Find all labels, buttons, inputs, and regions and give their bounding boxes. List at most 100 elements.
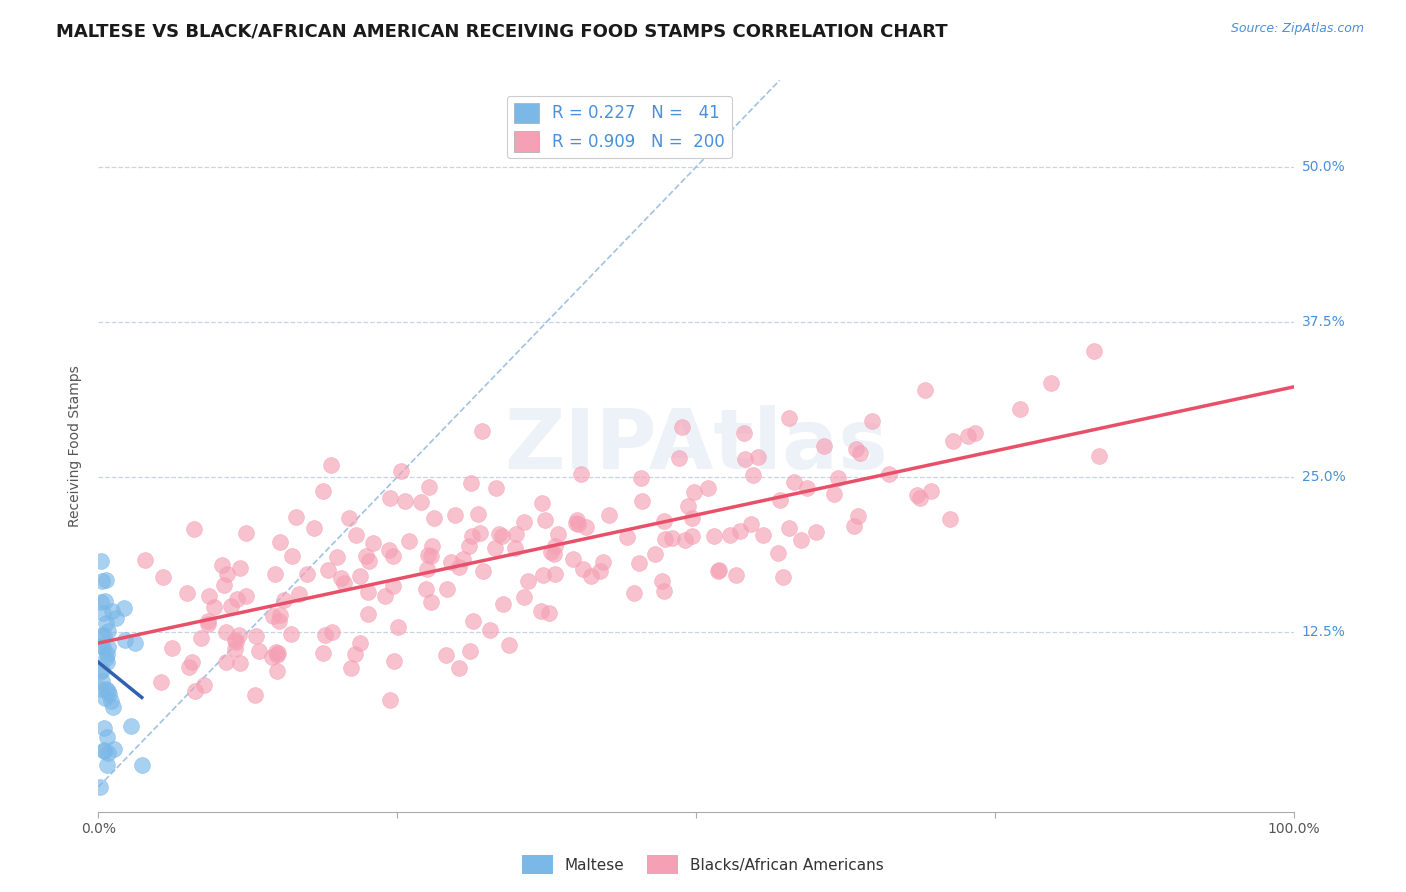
Point	[89, 780, 111, 794]
Point	[312, 646, 335, 660]
Point	[544, 567, 567, 582]
Point	[778, 521, 800, 535]
Point	[176, 586, 198, 600]
Point	[97, 688, 120, 702]
Point	[1083, 344, 1105, 359]
Point	[337, 511, 360, 525]
Point	[377, 543, 399, 558]
Point	[707, 565, 730, 579]
Point	[211, 558, 233, 573]
Point	[384, 654, 406, 668]
Point	[908, 491, 931, 505]
Point	[280, 627, 302, 641]
Point	[288, 587, 311, 601]
Point	[97, 746, 120, 760]
Point	[215, 625, 238, 640]
Point	[484, 541, 506, 555]
Point	[565, 513, 588, 527]
Text: 37.5%: 37.5%	[1302, 315, 1346, 329]
Point	[152, 570, 174, 584]
Point	[93, 744, 115, 758]
Point	[93, 606, 115, 620]
Point	[589, 564, 612, 578]
Point	[90, 664, 112, 678]
Point	[124, 636, 146, 650]
Point	[344, 528, 367, 542]
Text: Source: ZipAtlas.com: Source: ZipAtlas.com	[1230, 22, 1364, 36]
Point	[100, 694, 122, 708]
Point	[1039, 376, 1062, 391]
Point	[449, 560, 471, 574]
Point	[90, 554, 112, 568]
Point	[354, 549, 377, 563]
Point	[416, 562, 439, 576]
Point	[1008, 401, 1031, 416]
Point	[942, 434, 965, 449]
Point	[321, 625, 343, 640]
Point	[697, 481, 720, 495]
Point	[575, 520, 598, 534]
Point	[103, 742, 125, 756]
Point	[654, 584, 676, 599]
Point	[226, 592, 249, 607]
Point	[676, 499, 699, 513]
Point	[579, 568, 602, 582]
Point	[468, 526, 491, 541]
Point	[740, 517, 762, 532]
Y-axis label: Receiving Food Stamps: Receiving Food Stamps	[69, 365, 83, 527]
Point	[877, 467, 900, 481]
Point	[243, 688, 266, 702]
Point	[398, 534, 420, 549]
Point	[389, 464, 412, 478]
Point	[93, 721, 115, 735]
Point	[766, 546, 789, 560]
Point	[747, 450, 769, 464]
Point	[813, 439, 835, 453]
Point	[492, 598, 515, 612]
Point	[440, 556, 463, 570]
Point	[724, 567, 747, 582]
Point	[269, 535, 291, 549]
Point	[314, 628, 336, 642]
Point	[382, 549, 405, 564]
Point	[420, 549, 443, 564]
Point	[224, 641, 246, 656]
Point	[561, 552, 583, 566]
Point	[905, 488, 928, 502]
Legend: R = 0.227   N =   41, R = 0.909   N =  200: R = 0.227 N = 41, R = 0.909 N = 200	[508, 96, 731, 158]
Point	[1088, 450, 1111, 464]
Legend: Maltese, Blacks/African Americans: Maltese, Blacks/African Americans	[516, 849, 890, 880]
Point	[215, 655, 238, 669]
Point	[333, 575, 356, 590]
Point	[260, 649, 283, 664]
Point	[228, 628, 250, 642]
Point	[537, 606, 560, 620]
Point	[91, 673, 114, 688]
Point	[434, 648, 457, 662]
Point	[224, 633, 246, 648]
Point	[963, 426, 986, 441]
Point	[131, 757, 153, 772]
Point	[374, 589, 396, 603]
Point	[422, 539, 444, 553]
Text: ZIPAtlas: ZIPAtlas	[503, 406, 889, 486]
Point	[449, 660, 471, 674]
Point	[616, 530, 638, 544]
Point	[419, 595, 441, 609]
Point	[295, 566, 318, 581]
Point	[467, 508, 489, 522]
Point	[530, 604, 553, 618]
Point	[273, 593, 295, 607]
Point	[197, 616, 219, 631]
Point	[848, 446, 870, 460]
Point	[668, 451, 690, 466]
Point	[503, 541, 526, 556]
Point	[681, 511, 703, 525]
Point	[806, 525, 828, 540]
Point	[592, 555, 614, 569]
Point	[540, 545, 562, 559]
Point	[90, 681, 112, 696]
Point	[409, 495, 432, 509]
Point	[91, 627, 114, 641]
Point	[471, 424, 494, 438]
